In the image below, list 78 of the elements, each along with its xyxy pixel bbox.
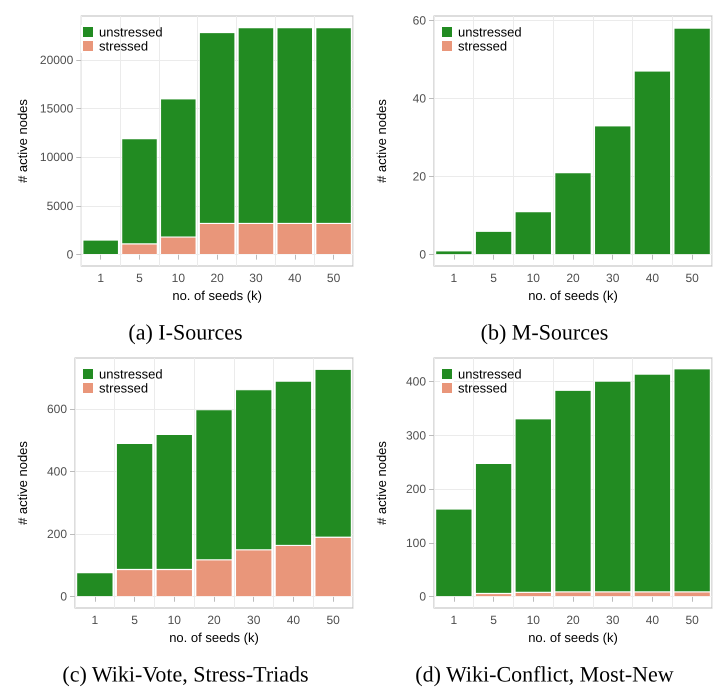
y-tick-label: 5000 [46, 198, 74, 213]
legend-label: stressed [99, 38, 148, 54]
x-tick-label: 20 [210, 271, 224, 285]
x-axis-title: no. of seeds (k) [528, 288, 618, 303]
y-tick-label: 400 [406, 374, 426, 389]
y-tick-label: 0 [419, 248, 426, 262]
bar [475, 231, 512, 255]
legend-label: stressed [458, 38, 508, 54]
y-tick-label: 0 [60, 590, 68, 604]
x-tick-label: 10 [526, 271, 540, 285]
y-tick-label: 20000 [40, 52, 74, 67]
x-tick-label: 30 [249, 271, 263, 285]
x-axis-title: no. of seeds (k) [528, 630, 618, 645]
bar [594, 126, 631, 255]
x-tick-label: 50 [326, 271, 341, 285]
bar [515, 418, 552, 592]
y-tick-label: 40 [412, 91, 426, 106]
legend-label: stressed [458, 380, 508, 396]
x-tick-label: 50 [685, 613, 700, 627]
x-tick-label: 1 [92, 613, 99, 627]
y-tick-label: 0 [66, 248, 74, 262]
y-axis-title: # active nodes [15, 98, 30, 183]
x-tick-label: 10 [172, 271, 186, 285]
bar [475, 463, 512, 594]
x-tick-label: 50 [685, 271, 700, 285]
x-tick-label: 40 [646, 613, 660, 627]
bar [554, 172, 592, 255]
legend-label: unstressed [458, 24, 522, 40]
x-tick-label: 40 [646, 271, 660, 285]
y-tick-label: 200 [406, 482, 426, 496]
x-tick-label: 40 [286, 613, 300, 627]
x-tick-label: 1 [450, 271, 458, 285]
x-tick-label: 50 [326, 613, 340, 627]
x-axis-title: no. of seeds (k) [172, 288, 262, 303]
y-axis-title: # active nodes [15, 440, 30, 525]
x-tick-label: 1 [450, 613, 458, 627]
x-tick-label: 1 [97, 271, 104, 285]
x-tick-label: 10 [526, 613, 540, 627]
bar [634, 71, 671, 255]
x-tick-label: 20 [566, 613, 580, 627]
text: (d) Wiki-Conflict, Most-New [415, 662, 674, 686]
y-axis-title: # active nodes [374, 440, 389, 525]
y-tick-label: 10000 [40, 150, 74, 164]
y-tick-label: 100 [406, 536, 426, 550]
bar [76, 572, 114, 597]
y-tick-label: 200 [46, 527, 68, 542]
y-tick-label: 300 [406, 428, 426, 442]
bar [674, 28, 710, 255]
bar [436, 509, 472, 597]
bar [436, 250, 472, 255]
x-tick-label: 20 [566, 271, 580, 285]
x-tick-label: 40 [288, 271, 302, 285]
y-tick-label: 20 [412, 170, 426, 184]
y-tick-label: 0 [419, 590, 426, 604]
bar [82, 240, 119, 255]
x-tick-label: 5 [131, 613, 138, 627]
x-tick-label: 10 [168, 613, 182, 627]
x-axis-title: no. of seeds (k) [169, 630, 259, 645]
x-tick-label: 30 [247, 613, 261, 627]
x-tick-label: 5 [490, 271, 498, 285]
legend-label: unstressed [99, 366, 163, 382]
text: (b) M-Sources [480, 320, 608, 344]
y-tick-label: 600 [46, 402, 68, 416]
legend-label: unstressed [99, 24, 163, 40]
text: (c) Wiki-Vote, Stress-Triads [62, 662, 309, 686]
y-tick-label: 400 [46, 464, 68, 479]
y-tick-label: 60 [412, 13, 426, 28]
legend-label: stressed [99, 380, 148, 396]
legend-label: unstressed [458, 366, 522, 382]
y-tick-label: 15000 [40, 102, 74, 116]
text: (a) I-Sources [128, 320, 243, 344]
x-tick-label: 20 [207, 613, 221, 627]
bar [515, 212, 552, 255]
x-tick-label: 30 [606, 271, 620, 285]
x-tick-label: 5 [136, 271, 144, 285]
x-tick-label: 30 [606, 613, 620, 627]
x-tick-label: 5 [490, 613, 498, 627]
y-axis-title: # active nodes [374, 98, 389, 183]
